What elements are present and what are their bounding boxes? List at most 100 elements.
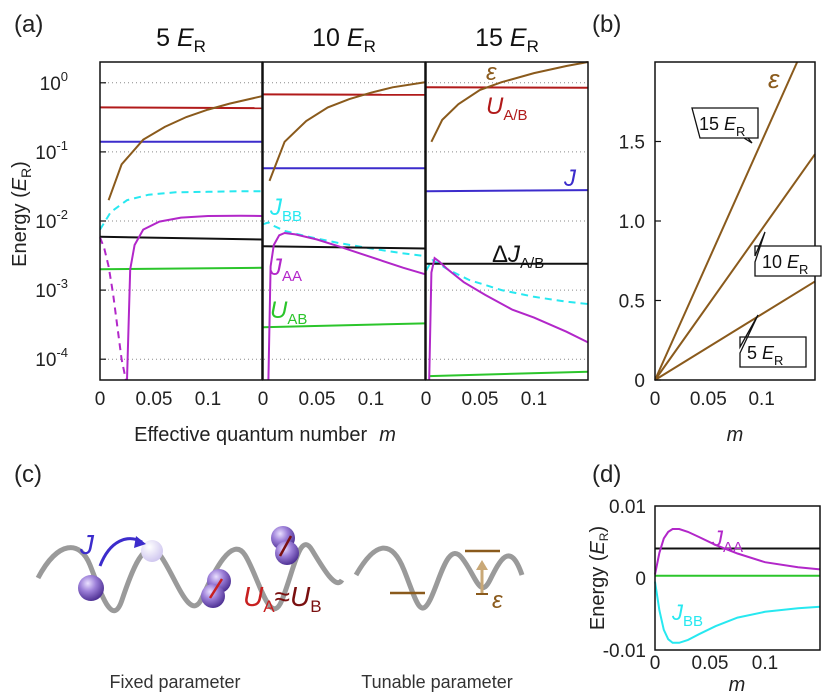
eps-label: ε: [492, 587, 503, 614]
caption-tunable-parameter: Tunable parameter: [361, 672, 512, 692]
panel-b-ticks: 0 0.5 1.0 1.5 0 0.05 0.1: [619, 133, 775, 411]
plot-frame: [425, 61, 589, 381]
series-line-j-aa: [267, 231, 426, 381]
x-tick-label: 0.1: [521, 389, 547, 410]
atom-pair-4: [275, 541, 299, 565]
column-title: 5 ER: [156, 24, 206, 56]
panel-d-x-axis-label: m: [729, 674, 746, 696]
x-tick-label: 0.05: [692, 653, 729, 674]
series-label-j: J: [563, 165, 577, 192]
panel-b-chart: 0 0.5 1.0 1.5 0 0.05 0.1 15 ER 10 ER 5 ER ε m: [619, 61, 822, 446]
line-5-er: [654, 280, 816, 381]
panel-d-label: (d): [592, 461, 621, 488]
panel-a-grid: [100, 82, 588, 360]
panel-d-y-axis-label: Energy (ER): [587, 526, 611, 630]
series-line-eps: [107, 95, 263, 201]
series-line-dj: [99, 235, 263, 241]
y-tick-label: -0.01: [603, 641, 646, 662]
series-line-j-aa-dash: [99, 236, 127, 381]
series-label-jbb: JBB: [671, 600, 703, 630]
x-tick-label: 0.1: [358, 389, 384, 410]
panel-a-x-axis-label: Effective quantum number m: [134, 424, 396, 446]
panel-a-chart: 100 10-1 10-2 10-3 10-4 0 0.05 0.1 0 0.05 0.1 0 0.05…: [9, 24, 589, 446]
pair-interaction-arrow: [208, 578, 224, 599]
hop-arrow-head: [134, 536, 146, 548]
y-tick-label: 0: [635, 569, 646, 590]
atom-pair-2: [201, 584, 225, 608]
column-title: 10 ER: [312, 24, 376, 56]
panel-a-label: (a): [14, 11, 43, 38]
callout-box: [754, 231, 822, 277]
panel-d-ticks: 0.010-0.010 0.05 0.1: [603, 497, 779, 674]
series-line-j-aa: [126, 214, 263, 381]
y-tick-label: 0.5: [619, 292, 645, 313]
y-tick-label: 10-3: [35, 276, 68, 302]
x-tick-label: 0: [650, 653, 661, 674]
plot-frame: [262, 61, 426, 381]
series-line-u-ab: [99, 106, 263, 110]
callout-box: [691, 107, 759, 144]
series-line-j-aa: [428, 256, 589, 381]
callout-box: [739, 314, 807, 368]
panel-a-series-labels: ε UA/B J ΔJA/B JBB JAA UAB: [269, 59, 577, 328]
x-tick-label: 0.05: [299, 389, 336, 410]
panel-d-series: [654, 528, 821, 644]
y-tick-label: 0.01: [609, 497, 646, 518]
line-10-er: [654, 153, 816, 381]
panel-b-series-labels: 15 ER 10 ER 5 ER ε: [691, 64, 822, 368]
panel-d-frame: [654, 505, 821, 651]
y-tick-label: 10-4: [35, 345, 68, 371]
U-relation-label: UA≈UB: [243, 581, 322, 616]
y-tick-label: 0: [634, 371, 645, 392]
callout-label: 5 ER: [747, 343, 783, 368]
series-line-j-bb: [654, 581, 821, 644]
caption-fixed-parameter: Fixed parameter: [109, 672, 240, 692]
x-tick-label: 0: [650, 389, 661, 410]
x-tick-label: 0.1: [195, 389, 221, 410]
x-tick-label: 0.05: [462, 389, 499, 410]
curve-label-eps: ε: [768, 64, 780, 94]
series-label-jaa: JAA: [711, 526, 743, 556]
y-tick-label: 10-2: [35, 207, 68, 233]
x-tick-label: 0.05: [136, 389, 173, 410]
series-label-jaa: JAA: [269, 254, 302, 285]
series-line-j: [425, 189, 589, 193]
x-tick-label: 0: [258, 389, 269, 410]
pair-interaction-arrow-2: [278, 535, 293, 557]
eps-arrow-head: [476, 560, 488, 570]
series-line-eps: [430, 61, 589, 143]
x-tick-label: 0.1: [748, 389, 774, 410]
y-tick-label: 10-1: [35, 138, 68, 164]
series-line-j-bb: [99, 190, 262, 231]
lattice-potential-tunable: [353, 545, 525, 611]
panel-d-series-labels: JAA JBB: [671, 526, 743, 630]
series-label-u: UA/B: [486, 93, 528, 124]
y-tick-label: 100: [40, 69, 68, 95]
series-line-u-ab2: [429, 370, 589, 378]
panel-c-label: (c): [14, 461, 42, 488]
x-tick-label: 0.1: [752, 653, 778, 674]
series-label-dj: ΔJA/B: [492, 241, 544, 272]
y-tick-label: 1.0: [619, 212, 645, 233]
panel-c-illustration: ε J UA≈UB Fixed parameter Tunable parame…: [35, 526, 525, 692]
callout-label: 15 ER: [699, 114, 745, 139]
y-tick-label: 1.5: [619, 133, 645, 154]
series-line-eps: [268, 81, 426, 182]
series-label-uab: UAB: [270, 297, 307, 328]
panel-a-series: [99, 61, 589, 381]
atom-ghost: [141, 540, 163, 562]
series-line-u-ab2: [99, 266, 263, 271]
series-label-jbb: JBB: [269, 194, 302, 225]
column-title: 15 ER: [475, 24, 539, 56]
series-label-eps: ε: [486, 59, 497, 86]
panel-b-series: [654, 61, 816, 381]
series-line-j-aa: [654, 528, 821, 575]
series-line-j-bb: [425, 258, 589, 305]
panel-b-label: (b): [592, 11, 621, 38]
x-tick-label: 0.05: [690, 389, 727, 410]
panel-a-ticks: 100 10-1 10-2 10-3 10-4 0 0.05 0.1 0 0.05 0.1 0 0.05…: [35, 69, 547, 410]
J-label: J: [79, 529, 95, 560]
series-line-u-ab2: [262, 322, 426, 329]
x-tick-label: 0: [421, 389, 432, 410]
